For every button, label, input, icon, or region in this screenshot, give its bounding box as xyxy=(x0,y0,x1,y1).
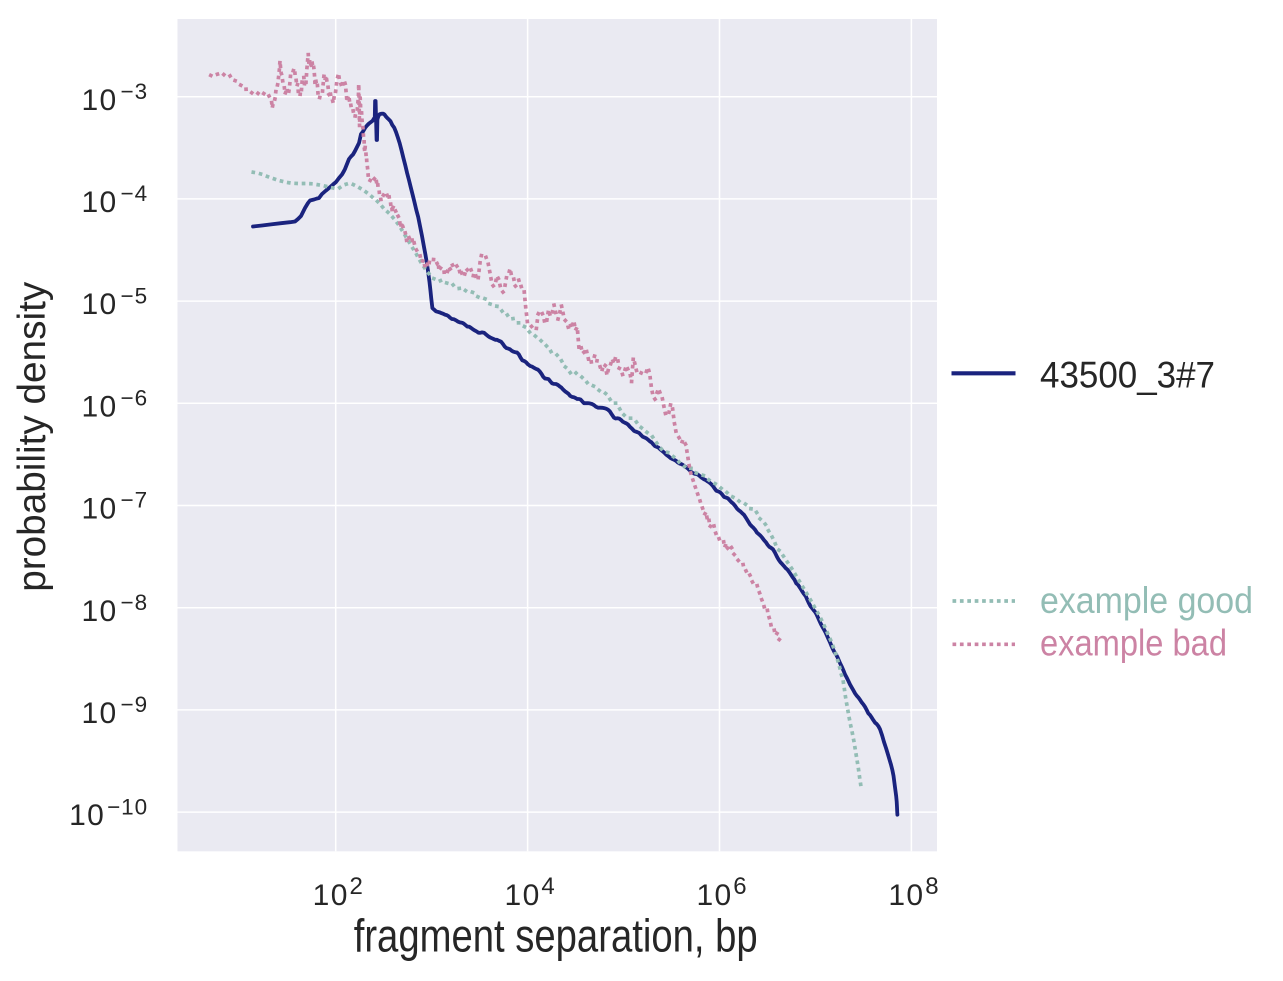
svg-text:10: 10 xyxy=(82,186,118,219)
svg-text:10: 10 xyxy=(888,879,924,912)
svg-text:−9: −9 xyxy=(121,692,148,717)
svg-text:−5: −5 xyxy=(121,283,148,308)
svg-text:−8: −8 xyxy=(121,590,148,615)
svg-text:10: 10 xyxy=(82,697,118,730)
svg-text:−7: −7 xyxy=(121,488,148,513)
svg-text:example bad: example bad xyxy=(1040,623,1227,664)
svg-text:10: 10 xyxy=(505,879,541,912)
svg-text:43500_3#7: 43500_3#7 xyxy=(1040,355,1215,396)
svg-text:10: 10 xyxy=(82,288,118,321)
svg-text:fragment separation, bp: fragment separation, bp xyxy=(354,909,758,961)
svg-text:10: 10 xyxy=(82,84,118,117)
svg-text:10: 10 xyxy=(82,595,118,628)
svg-text:example good: example good xyxy=(1040,580,1253,621)
svg-text:−10: −10 xyxy=(107,794,148,819)
svg-text:6: 6 xyxy=(733,873,746,900)
svg-text:10: 10 xyxy=(82,390,118,423)
svg-text:−3: −3 xyxy=(121,79,148,104)
svg-text:10: 10 xyxy=(313,879,349,912)
svg-text:10: 10 xyxy=(82,493,118,526)
svg-text:2: 2 xyxy=(350,873,363,900)
svg-text:probability density: probability density xyxy=(11,281,54,592)
svg-text:10: 10 xyxy=(69,799,105,832)
svg-text:10: 10 xyxy=(696,879,732,912)
svg-text:−6: −6 xyxy=(121,386,148,411)
svg-text:−4: −4 xyxy=(121,181,148,206)
svg-text:4: 4 xyxy=(541,873,554,900)
svg-text:8: 8 xyxy=(925,873,938,900)
